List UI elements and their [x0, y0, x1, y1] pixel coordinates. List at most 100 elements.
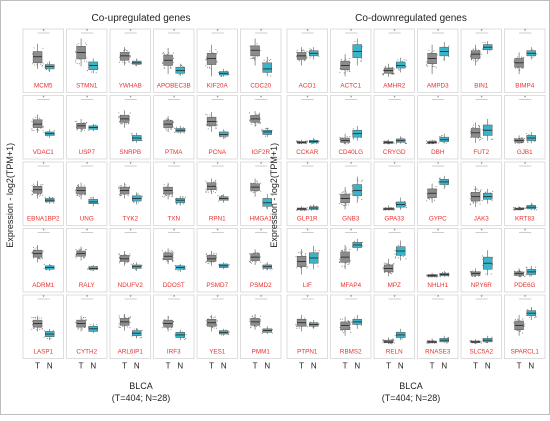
point-T	[216, 51, 218, 53]
point-N	[269, 75, 272, 77]
point-T	[85, 122, 87, 124]
point-N	[181, 196, 184, 198]
point-T	[32, 257, 35, 259]
point-T	[171, 195, 174, 197]
point-T	[302, 50, 304, 52]
point-N	[352, 128, 354, 130]
point-T	[436, 275, 438, 277]
point-N	[447, 336, 449, 338]
panel-frame	[330, 95, 372, 160]
panel-snrpb: * SNRPB	[109, 95, 151, 160]
point-T	[171, 251, 174, 253]
point-N	[311, 143, 313, 145]
panel-frame	[460, 161, 502, 226]
point-T	[78, 196, 80, 198]
point-T	[172, 254, 174, 256]
point-N	[492, 191, 494, 193]
group-label-t: T	[430, 362, 435, 371]
point-N	[133, 201, 135, 203]
sig-star: *	[130, 229, 132, 235]
sig-star: *	[394, 29, 396, 35]
gene-label-ndufv2: NDUFV2	[118, 282, 144, 289]
point-N	[130, 263, 132, 265]
point-T	[350, 260, 352, 262]
point-N	[361, 198, 363, 201]
point-T	[520, 275, 522, 277]
point-N	[134, 269, 137, 271]
point-T	[478, 49, 480, 51]
point-T	[31, 194, 34, 196]
point-T	[211, 326, 214, 328]
point-N	[311, 142, 314, 144]
point-T	[34, 64, 36, 66]
point-T	[205, 57, 207, 59]
point-T	[208, 262, 210, 264]
point-T	[384, 209, 386, 211]
group-label-n: N	[441, 362, 447, 371]
point-T	[213, 252, 215, 254]
point-T	[206, 66, 208, 68]
panel-frame	[109, 294, 151, 359]
point-T	[118, 327, 120, 329]
point-T	[82, 316, 85, 319]
point-T	[432, 63, 434, 65]
point-T	[205, 180, 207, 182]
point-N	[177, 132, 179, 134]
point-T	[478, 275, 480, 277]
sig-star: *	[481, 229, 483, 235]
gene-label-crygd: CRYGD	[383, 149, 406, 156]
point-T	[304, 254, 306, 256]
point-T	[382, 140, 384, 143]
point-T	[214, 181, 216, 183]
gene-label-ptpn1: PTPN1	[297, 349, 318, 356]
point-T	[391, 338, 394, 340]
point-T	[306, 50, 308, 52]
point-T	[391, 343, 393, 345]
point-T	[382, 342, 384, 344]
panel-glp1r: * GLP1R	[286, 161, 328, 226]
group-label-t: T	[386, 362, 391, 371]
point-T	[129, 327, 131, 329]
point-T	[31, 252, 33, 254]
point-T	[469, 198, 471, 200]
point-T	[519, 330, 521, 332]
panel-frame	[286, 228, 328, 293]
gene-label-ywhab: YWHAB	[119, 83, 142, 90]
point-T	[477, 137, 480, 139]
point-N	[263, 59, 265, 61]
point-T	[478, 125, 481, 128]
point-T	[426, 61, 428, 63]
point-T	[295, 255, 297, 257]
point-N	[482, 42, 484, 44]
point-T	[125, 254, 127, 256]
point-N	[175, 126, 178, 128]
panel-frame	[330, 294, 372, 359]
point-T	[172, 126, 174, 128]
point-T	[349, 135, 351, 138]
point-T	[163, 184, 165, 186]
ylabel-1: Expression - log2(TPM+1)	[269, 143, 279, 248]
sig-star: *	[260, 29, 262, 35]
point-T	[125, 123, 127, 125]
point-T	[216, 61, 218, 63]
panel-frame	[109, 95, 151, 160]
panel-frame	[417, 95, 459, 160]
point-N	[221, 334, 223, 336]
sig-star: *	[307, 229, 309, 235]
point-T	[129, 322, 131, 324]
group-label-n: N	[485, 362, 491, 371]
panel-rpn1: * RPN1	[196, 161, 238, 226]
point-T	[391, 73, 393, 75]
panel-vdac1: * VDAC1	[22, 95, 64, 160]
point-T	[122, 325, 124, 328]
point-T	[303, 209, 305, 211]
group-label-n: N	[221, 362, 227, 371]
point-N	[533, 209, 536, 211]
point-T	[349, 323, 351, 325]
point-N	[360, 180, 363, 182]
point-T	[382, 267, 384, 269]
point-N	[536, 53, 538, 55]
gene-label-igf2r: IGF2R	[251, 149, 270, 156]
point-T	[129, 317, 131, 319]
point-T	[393, 209, 395, 211]
